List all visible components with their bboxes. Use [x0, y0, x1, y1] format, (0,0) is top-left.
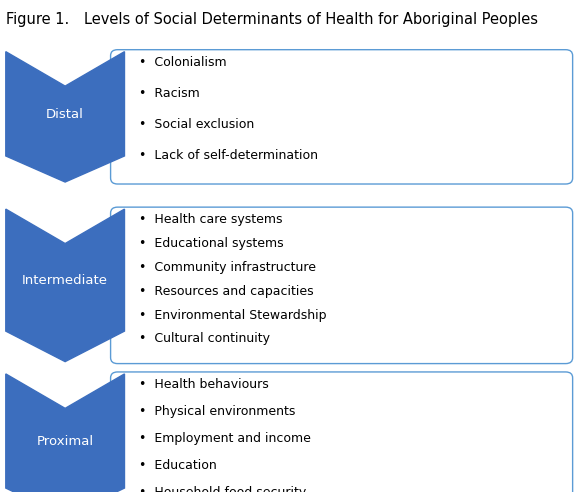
- FancyBboxPatch shape: [111, 207, 573, 364]
- Text: Levels of Social Determinants of Health for Aboriginal Peoples: Levels of Social Determinants of Health …: [84, 12, 538, 27]
- Text: •  Cultural continuity: • Cultural continuity: [139, 333, 270, 345]
- Text: •  Education: • Education: [139, 459, 217, 472]
- Text: Proximal: Proximal: [36, 435, 94, 448]
- Text: •  Health behaviours: • Health behaviours: [139, 378, 269, 391]
- Polygon shape: [6, 52, 124, 182]
- Text: •  Lack of self-determination: • Lack of self-determination: [139, 149, 318, 162]
- Text: •  Community infrastructure: • Community infrastructure: [139, 261, 316, 274]
- Text: •  Colonialism: • Colonialism: [139, 56, 226, 69]
- FancyBboxPatch shape: [111, 372, 573, 492]
- Polygon shape: [6, 374, 124, 492]
- Text: Intermediate: Intermediate: [22, 274, 108, 287]
- Text: •  Employment and income: • Employment and income: [139, 432, 311, 445]
- Text: •  Educational systems: • Educational systems: [139, 237, 284, 250]
- Text: Figure 1.: Figure 1.: [6, 12, 69, 27]
- Text: •  Health care systems: • Health care systems: [139, 214, 283, 226]
- Text: •  Environmental Stewardship: • Environmental Stewardship: [139, 308, 327, 322]
- Text: •  Resources and capacities: • Resources and capacities: [139, 285, 314, 298]
- Polygon shape: [6, 209, 124, 362]
- Text: •  Physical environments: • Physical environments: [139, 405, 295, 418]
- Text: •  Social exclusion: • Social exclusion: [139, 118, 254, 131]
- Text: •  Household food security: • Household food security: [139, 486, 306, 492]
- Text: •  Racism: • Racism: [139, 87, 200, 100]
- FancyBboxPatch shape: [111, 50, 573, 184]
- Text: Distal: Distal: [46, 108, 84, 121]
